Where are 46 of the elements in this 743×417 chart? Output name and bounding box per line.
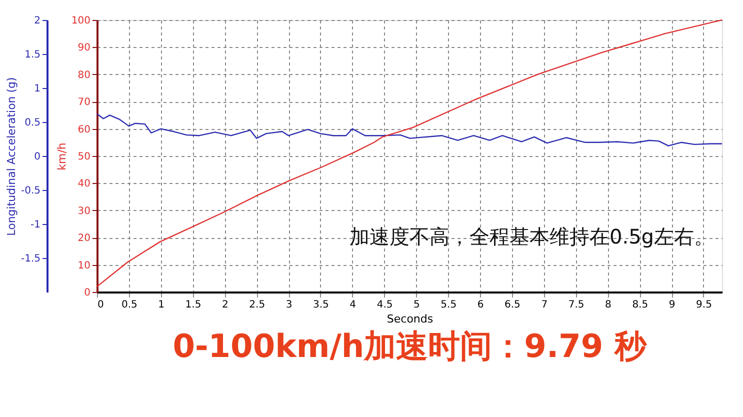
x-tick-label: 4.5	[376, 300, 393, 310]
y2-tick-label: 90	[78, 42, 90, 54]
annotation: 加速度不高，全程基本维持在0.5g左右。	[349, 224, 714, 249]
y2-tick-label: 100	[71, 16, 90, 26]
y-tick-label: -1.5	[20, 254, 40, 264]
x-tick-label: 2.5	[249, 300, 266, 310]
y-tick-label: -1	[30, 220, 40, 230]
line-series	[96, 19, 723, 288]
x-tick-label: 5.5	[440, 300, 457, 310]
x-tick-label: 1.5	[185, 300, 202, 310]
line-series	[96, 113, 723, 146]
y2-tick-label: 50	[78, 152, 90, 162]
x-tick-label: 6	[477, 300, 484, 310]
x-tick-label: 4	[350, 300, 356, 310]
x-tick-label: 2	[222, 300, 228, 310]
x-tick-label: 3	[286, 300, 292, 310]
x-tick-label: 8	[605, 300, 612, 310]
x-tick-label: 9	[668, 300, 676, 310]
x-tick-label: 8.5	[632, 300, 648, 310]
x-tick-label: 1	[158, 300, 165, 310]
y2-tick-label: 70	[78, 97, 90, 108]
x-axis-title: Seconds	[386, 312, 434, 326]
x-tick-label: 5	[414, 300, 420, 310]
y-tick-label: -0.5	[20, 186, 40, 196]
x-tick-label: 9.5	[696, 300, 712, 310]
y2-tick-label: 40	[78, 178, 90, 190]
y-tick-label: 2	[34, 16, 40, 26]
x-tick-label: 6.5	[504, 300, 520, 310]
x-tick-label: 7.5	[568, 300, 584, 310]
y-tick-label: 1	[34, 84, 40, 94]
y-tick-label: 0	[34, 152, 40, 162]
y2-tick-label: 30	[78, 206, 90, 217]
y2-tick-label: 60	[78, 124, 90, 136]
y2-tick-label: 10	[78, 260, 90, 272]
y2-tick-label: 20	[78, 233, 90, 244]
x-tick-label: 0.5	[121, 300, 138, 310]
y-tick-label: 1.5	[24, 50, 40, 60]
x-tick-label: 3.5	[312, 300, 329, 310]
y2-axis-title: km/h	[55, 142, 68, 170]
y2-tick-label: 0	[84, 288, 90, 298]
y-axis-title: Longitudinal Acceleration (g)	[4, 77, 18, 236]
x-tick-label: 0	[98, 300, 104, 310]
y-tick-label: 0.5	[24, 118, 40, 128]
x-tick-label: 7	[541, 300, 548, 310]
y2-tick-label: 80	[78, 70, 90, 81]
text: 0-100km/h加速时间：9.79 秒	[172, 327, 648, 365]
